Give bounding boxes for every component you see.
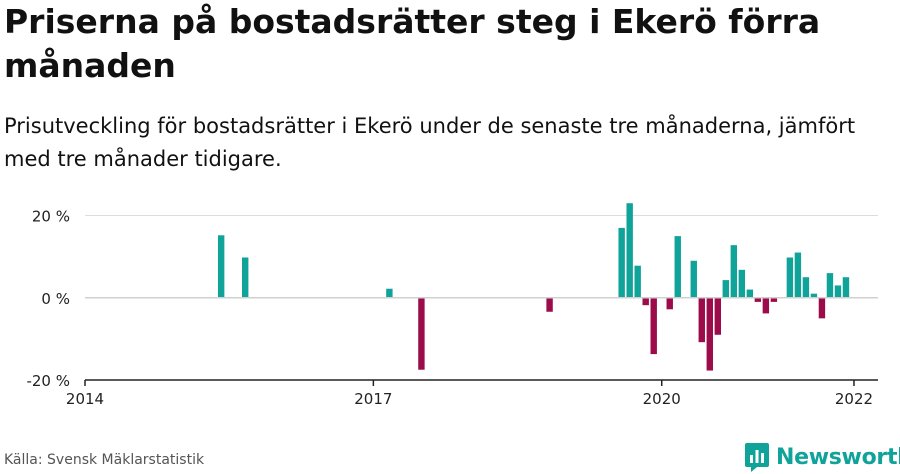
brand-name: Newsworthy: [776, 444, 900, 470]
bar: [418, 297, 425, 370]
bar: [706, 297, 713, 371]
bar: [826, 273, 834, 298]
x-tick-label: 2020: [643, 390, 681, 408]
x-tick-label: 2017: [354, 390, 392, 408]
newsworthy-logo-icon: [745, 443, 769, 472]
bar: [674, 236, 681, 298]
bar: [730, 245, 738, 298]
brand-logo: Newsworthy: [744, 440, 900, 474]
bar: [786, 257, 794, 298]
bar: [834, 285, 842, 298]
source-note: Källa: Svensk Mäklarstatistik: [4, 452, 205, 468]
bar: [626, 203, 633, 298]
y-tick-label: 0 %: [41, 290, 70, 308]
bar: [770, 297, 778, 302]
bar: [386, 288, 393, 298]
bar: [650, 297, 657, 355]
bar: [818, 297, 826, 319]
bar: [722, 280, 730, 298]
bar: [842, 277, 850, 298]
chart-title: Priserna på bostadsrätter steg i Ekerö f…: [4, 2, 821, 85]
bar: [738, 269, 746, 298]
y-tick-label: 20 %: [32, 208, 70, 226]
bar: [642, 297, 649, 306]
bar: [546, 297, 553, 312]
bar: [810, 293, 818, 298]
bar: [242, 257, 249, 298]
bar: [217, 235, 225, 298]
bar-chart: 20 % 0 % -20 %2014 2017 2020 2022 5 %: [26, 195, 878, 408]
data-label: 5 %: [836, 195, 865, 199]
bar: [618, 227, 625, 298]
bar: [690, 260, 697, 298]
bar: [802, 277, 810, 298]
chart-subtitle: Prisutveckling för bostadsrätter i Ekerö…: [4, 114, 856, 171]
x-tick-label: 2014: [66, 390, 104, 408]
bar: [634, 265, 641, 298]
bar: [762, 297, 770, 314]
bar: [666, 297, 673, 310]
y-tick-label: -20 %: [26, 372, 70, 390]
bar: [794, 252, 802, 298]
bar: [714, 297, 721, 335]
bar: [698, 297, 705, 343]
bar: [746, 289, 754, 298]
x-tick-label: 2022: [835, 390, 873, 408]
bar: [754, 297, 762, 302]
